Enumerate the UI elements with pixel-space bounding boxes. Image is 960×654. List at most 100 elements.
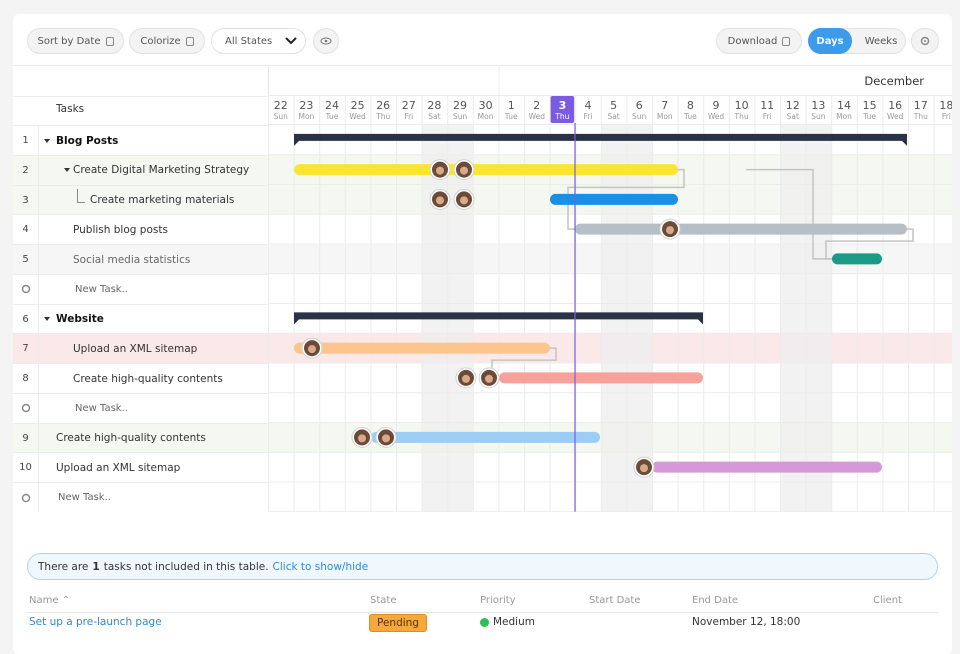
notice-count: 1	[92, 560, 100, 573]
avatar-face	[358, 434, 366, 443]
row-number: 4	[13, 215, 39, 245]
header-spacer	[13, 65, 268, 97]
column-header[interactable]: Name ⌃	[29, 595, 71, 606]
day-number: 26	[376, 99, 390, 112]
task-row: New Task..	[13, 482, 268, 512]
weekday: Tue	[862, 112, 876, 121]
states-label: All States	[225, 35, 273, 47]
priority-dot	[480, 617, 489, 627]
task-row: 4 Publish blog posts	[13, 214, 268, 245]
notice-link[interactable]: Click to show/hide	[272, 560, 369, 573]
colorize-button[interactable]: Colorize	[129, 28, 205, 54]
row-number: 3	[13, 185, 39, 215]
task-bar	[575, 223, 907, 235]
weekday: Wed	[708, 112, 725, 121]
gantt-chart: December22Sun23Mon24Tue25Wed26Thu27Fri28…	[268, 65, 952, 512]
weekday: Sun	[453, 112, 468, 121]
colorize-label: Colorize	[140, 35, 181, 47]
task-list: Tasks 1 Blog Posts 2 Create Digital Marketi…	[13, 65, 269, 512]
task-bar	[499, 372, 703, 384]
eye-button[interactable]	[313, 28, 339, 54]
task-bar	[294, 342, 550, 354]
avatar-face	[382, 434, 390, 443]
weekday: Fri	[584, 112, 593, 121]
day-number: 16	[888, 99, 902, 112]
view-toggle: Days Weeks	[808, 28, 906, 54]
summary-bar	[294, 133, 907, 146]
notice-text: There are	[38, 560, 89, 573]
avatar-face	[460, 196, 468, 205]
weekday: Thu	[375, 112, 390, 121]
task-label: Create marketing materials	[90, 194, 235, 206]
icon	[105, 36, 114, 46]
day-number: 18	[939, 99, 952, 112]
weekday: Tue	[325, 112, 339, 121]
sort-button[interactable]: Sort by Date	[27, 28, 124, 54]
weekday: Sun	[632, 112, 647, 121]
states-select[interactable]: All States	[211, 28, 306, 54]
day-number: 2	[533, 99, 540, 112]
day-number: 6	[636, 99, 643, 112]
page: Sort by Date Colorize All States Downloa…	[13, 14, 952, 654]
icon	[782, 36, 791, 46]
group-label: Blog Posts	[56, 134, 119, 147]
day-number: 4	[585, 99, 592, 112]
priority-label: Medium	[493, 616, 535, 628]
task-bar	[371, 431, 600, 443]
day-number: 10	[735, 99, 749, 112]
group-label: Website	[56, 313, 104, 325]
eye-icon	[320, 37, 332, 45]
weekday: Sat	[787, 112, 799, 121]
row-number: 6	[13, 304, 39, 334]
task-row: 6 Website	[13, 303, 268, 334]
weekday: Sun	[811, 112, 826, 121]
weekday: Mon	[657, 112, 673, 121]
new-task[interactable]: New Task..	[75, 283, 128, 295]
task-bar	[652, 461, 882, 473]
day-number: 23	[299, 99, 313, 112]
column-header: Client	[873, 595, 902, 606]
day-number: 27	[402, 99, 416, 112]
gear-icon	[21, 493, 30, 502]
day-number: 5	[610, 99, 617, 112]
settings-button[interactable]	[911, 28, 939, 54]
weekday: Thu	[913, 112, 928, 121]
task-label: Social media statistics	[73, 253, 191, 266]
chevron	[285, 37, 297, 45]
dependency	[746, 168, 832, 260]
day-number: 7	[661, 99, 668, 112]
notice: There are 1 tasks not included in this t…	[27, 553, 938, 580]
weekday: Sat	[607, 112, 619, 121]
avatar-face	[308, 345, 316, 354]
task-row: 10 Upload an XML sitemap	[13, 452, 268, 483]
weeks-button[interactable]: Weeks	[864, 35, 898, 47]
download-button[interactable]: Download	[716, 28, 802, 54]
row-number: 8	[13, 364, 39, 393]
task-label: Create high-quality contents	[56, 432, 206, 444]
row-number: 7	[13, 334, 39, 364]
column-header: State	[370, 595, 397, 606]
row-number: 1	[13, 126, 39, 155]
weekday: Mon	[478, 112, 494, 121]
today-marker	[550, 96, 575, 123]
priority: Medium	[480, 616, 535, 628]
day-number: 9	[713, 99, 720, 112]
new-task[interactable]: New Task..	[75, 402, 128, 414]
tasks-header: Tasks	[56, 103, 85, 115]
day-number: 30	[479, 99, 493, 112]
weekday: Fri	[763, 112, 772, 121]
task-row: 9 Create high-quality contents	[13, 422, 268, 453]
weekend-column	[805, 125, 832, 512]
days-button[interactable]: Days	[808, 28, 852, 54]
row-number: 2	[13, 155, 39, 185]
column-label: Name	[29, 595, 59, 606]
avatar-face	[436, 196, 444, 205]
task-link[interactable]: Set up a pre-launch page	[29, 616, 162, 628]
new-task[interactable]: New Task..	[58, 492, 111, 503]
day-number: 14	[837, 99, 851, 112]
weekday: Thu	[554, 112, 569, 121]
weekday: Wed	[529, 112, 546, 121]
weekday: Tue	[683, 112, 697, 121]
day-number: 1	[508, 99, 515, 112]
avatar-face	[460, 166, 468, 175]
